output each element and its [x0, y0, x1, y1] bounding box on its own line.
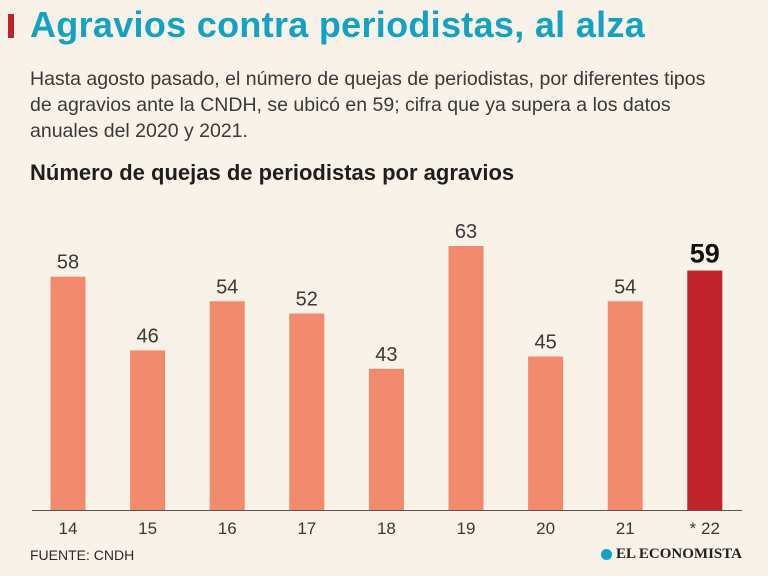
x-tick-label-8: * 22	[690, 519, 720, 538]
bar-value-label-1: 46	[136, 325, 158, 347]
x-tick-label-5: 19	[457, 519, 476, 538]
bar-value-label-0: 58	[57, 252, 79, 274]
title-accent-bar	[8, 14, 14, 38]
subtitle-text: Hasta agosto pasado, el número de quejas…	[30, 68, 706, 142]
bar-1	[130, 350, 166, 510]
source-note: FUENTE: CNDH	[30, 547, 135, 563]
bar-value-label-7: 54	[614, 276, 636, 298]
x-tick-label-1: 15	[138, 519, 157, 538]
x-tick-label-2: 16	[218, 519, 237, 538]
bar-value-label-3: 52	[296, 289, 318, 311]
publisher-logo: EL ECONOMISTA	[601, 546, 742, 563]
x-tick-label-6: 20	[536, 519, 555, 538]
bar-value-label-5: 63	[455, 221, 477, 243]
bar-value-label-8: 59	[690, 239, 720, 269]
x-tick-label-7: 21	[616, 519, 635, 538]
chart-title: Número de quejas de periodistas por agra…	[30, 160, 515, 185]
bar-8	[687, 270, 723, 510]
logo-text: EL ECONOMISTA	[616, 546, 742, 562]
x-tick-label-0: 14	[59, 519, 78, 538]
bar-value-label-6: 45	[534, 332, 556, 354]
globe-icon	[601, 549, 612, 560]
bar-6	[528, 356, 564, 510]
bar-7	[607, 301, 643, 510]
bar-2	[209, 301, 245, 510]
bar-value-label-2: 54	[216, 276, 238, 298]
page-title: Agravios contra periodistas, al alza	[30, 4, 646, 45]
bar-0	[50, 276, 86, 510]
x-tick-label-3: 17	[297, 519, 316, 538]
x-tick-label-4: 18	[377, 519, 396, 538]
bar-3	[289, 313, 325, 510]
bar-5	[448, 246, 484, 510]
bar-4	[368, 368, 404, 510]
bar-value-label-4: 43	[375, 344, 397, 366]
